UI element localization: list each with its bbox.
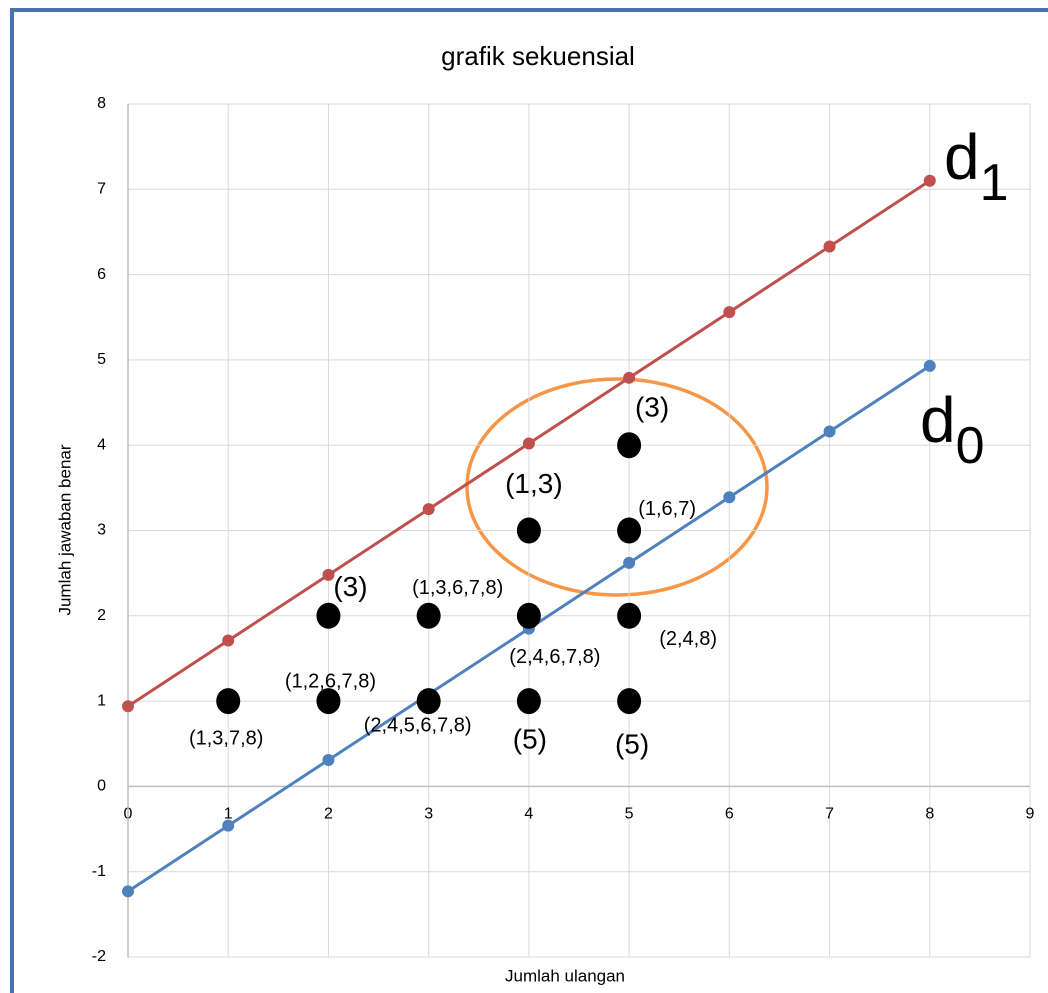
point-label: (3) xyxy=(635,392,669,423)
series-marker xyxy=(824,240,836,252)
series-marker xyxy=(623,557,635,569)
y-tick-label: 7 xyxy=(97,181,106,198)
y-tick-label: 5 xyxy=(97,351,106,368)
scatter-point xyxy=(517,603,541,629)
series-marker xyxy=(523,437,535,449)
x-tick-label: 7 xyxy=(825,806,834,823)
scatter-point xyxy=(216,688,240,714)
series-marker xyxy=(423,503,435,515)
series-marker xyxy=(924,360,936,372)
annotation-subscript: 0 xyxy=(956,417,985,475)
x-tick-label: 6 xyxy=(725,806,734,823)
scatter-point xyxy=(617,688,641,714)
series-marker xyxy=(222,635,234,647)
y-axis-label: Jumlah jawaban benar xyxy=(55,444,74,615)
x-tick-label: 9 xyxy=(1026,806,1035,823)
chart-title: grafik sekuensial xyxy=(441,41,635,71)
series-marker xyxy=(122,885,134,897)
point-label: (1,3) xyxy=(505,468,563,499)
point-label: (5) xyxy=(513,723,547,754)
scatter-point xyxy=(417,688,441,714)
point-label: (2,4,6,7,8) xyxy=(509,646,600,668)
y-tick-label: 4 xyxy=(97,436,106,453)
point-label: (2,4,5,6,7,8) xyxy=(364,714,472,736)
point-label: (5) xyxy=(615,728,649,759)
scatter-point xyxy=(617,432,641,458)
series-marker xyxy=(322,754,334,766)
y-tick-label: 3 xyxy=(97,522,106,539)
point-label: (1,6,7) xyxy=(638,498,696,520)
point-label: (2,4,8) xyxy=(659,628,717,650)
scatter-point xyxy=(617,603,641,629)
series-marker xyxy=(924,175,936,187)
x-tick-label: 3 xyxy=(424,806,433,823)
y-tick-label: -2 xyxy=(92,948,106,965)
point-label: (1,2,6,7,8) xyxy=(285,670,376,692)
x-tick-label: 5 xyxy=(625,806,634,823)
point-label: (1,3,6,7,8) xyxy=(412,577,503,599)
y-tick-label: 6 xyxy=(97,266,106,283)
point-label: (1,3,7,8) xyxy=(189,727,263,749)
point-label: (3) xyxy=(333,571,367,602)
scatter-point xyxy=(417,603,441,629)
y-tick-label: 0 xyxy=(97,778,106,795)
scatter-point xyxy=(517,518,541,544)
scatter-point xyxy=(517,688,541,714)
x-tick-label: 2 xyxy=(324,806,333,823)
series-marker xyxy=(122,700,134,712)
x-axis-label: Jumlah ulangan xyxy=(505,966,625,985)
y-tick-label: 2 xyxy=(97,607,106,624)
chart: grafik sekuensial Jumlah ulangan Jumlah … xyxy=(0,0,1048,993)
x-tick-label: 4 xyxy=(524,806,533,823)
x-tick-label: 8 xyxy=(925,806,934,823)
annotation-text: d xyxy=(944,121,980,193)
annotation-text: d xyxy=(920,384,956,456)
y-tick-label: 1 xyxy=(97,692,106,709)
scatter-point xyxy=(617,518,641,544)
series-marker xyxy=(623,372,635,384)
y-tick-label: -1 xyxy=(92,863,106,880)
series-marker xyxy=(723,491,735,503)
annotation-subscript: 1 xyxy=(980,154,1009,212)
series-marker xyxy=(723,306,735,318)
scatter-point xyxy=(316,603,340,629)
series-marker xyxy=(222,820,234,832)
series-marker xyxy=(824,426,836,438)
y-tick-label: 8 xyxy=(97,95,106,112)
